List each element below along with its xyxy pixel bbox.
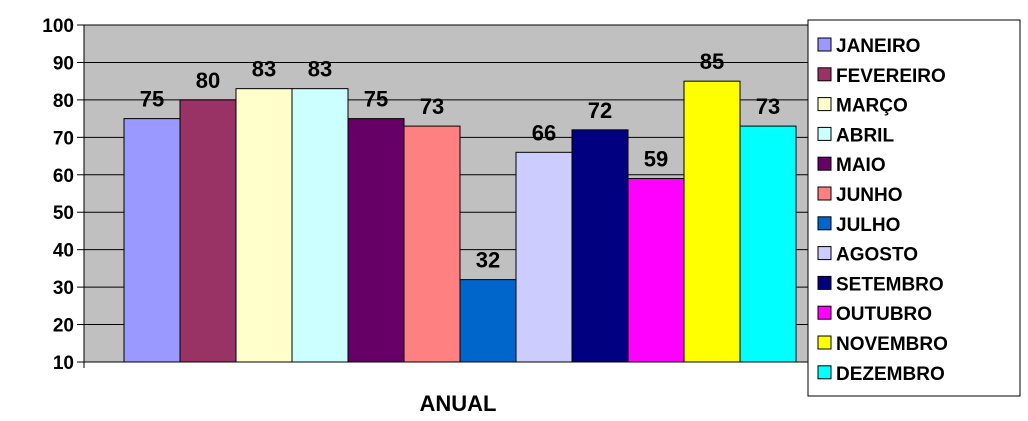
data-label: 83	[308, 57, 332, 82]
bar-janeiro	[123, 118, 181, 363]
legend-swatch	[817, 126, 832, 141]
legend-swatch	[817, 67, 832, 82]
legend: JANEIRO FEVEREIRO MARÇO ABRIL MAIO JUNHO JULHO…	[807, 19, 1021, 397]
legend-entry: JANEIRO	[836, 36, 920, 57]
legend-entry: NOVEMBRO	[836, 334, 948, 355]
bar-outubro	[627, 178, 685, 363]
legend-swatch	[817, 97, 832, 112]
data-label: 85	[700, 49, 724, 74]
data-label: 83	[252, 57, 276, 82]
bar-fevereiro	[179, 99, 237, 363]
legend-entry: FEVEREIRO	[836, 66, 946, 87]
data-label: 75	[364, 87, 388, 112]
bars	[123, 80, 797, 363]
x-axis-label: ANUAL	[420, 391, 497, 416]
y-tick-label: 30	[53, 278, 74, 299]
data-label: 32	[476, 248, 500, 273]
data-label: 73	[756, 94, 780, 119]
y-tick-label: 50	[53, 203, 74, 224]
legend-swatch	[817, 186, 832, 201]
bar-novembro	[683, 80, 741, 363]
legend-swatch	[817, 305, 832, 320]
legend-swatch	[817, 156, 832, 171]
legend-swatch	[817, 216, 832, 231]
legend-swatch	[817, 365, 832, 380]
data-label: 80	[196, 68, 220, 93]
y-axis: 10 20 30 40 50 60 70 80 90 100	[42, 16, 836, 374]
y-tick-label: 20	[53, 316, 74, 337]
y-tick-label: 40	[53, 241, 74, 262]
y-tick-label: 60	[53, 166, 74, 187]
legend-entry: OUTUBRO	[836, 304, 932, 325]
data-label: 75	[140, 87, 164, 112]
bar-dezembro	[739, 125, 797, 363]
legend-entry: DEZEMBRO	[836, 364, 945, 385]
data-label: 59	[644, 147, 668, 172]
legend-entry: AGOSTO	[836, 245, 918, 266]
y-tick-label: 90	[53, 53, 74, 74]
legend-entry: MARÇO	[836, 96, 908, 117]
data-labels: 75 80 83 83 75 73 32 66 72 59 85 73	[140, 49, 780, 272]
data-label: 66	[532, 120, 556, 145]
y-tick-label: 10	[53, 353, 74, 374]
legend-swatch	[817, 275, 832, 290]
y-tick-label: 100	[42, 16, 74, 37]
bar-julho	[459, 279, 517, 363]
legend-entry: SETEMBRO	[836, 274, 944, 295]
bar-abril	[291, 88, 349, 363]
data-label: 72	[588, 98, 612, 123]
legend-entry: JUNHO	[836, 185, 903, 206]
legend-swatch	[817, 335, 832, 350]
data-label: 73	[420, 94, 444, 119]
bar-março	[235, 88, 293, 363]
y-tick-label: 80	[53, 91, 74, 112]
bar-setembro	[571, 129, 629, 363]
legend-box	[807, 19, 1021, 397]
bar-agosto	[515, 151, 573, 363]
legend-entry: MAIO	[836, 155, 886, 176]
legend-swatch	[817, 246, 832, 261]
y-tick-label: 70	[53, 128, 74, 149]
legend-entry: JULHO	[836, 215, 900, 236]
bar-maio	[347, 118, 405, 363]
legend-swatch	[817, 37, 832, 52]
legend-entry: ABRIL	[836, 125, 894, 146]
bar-junho	[403, 125, 461, 363]
